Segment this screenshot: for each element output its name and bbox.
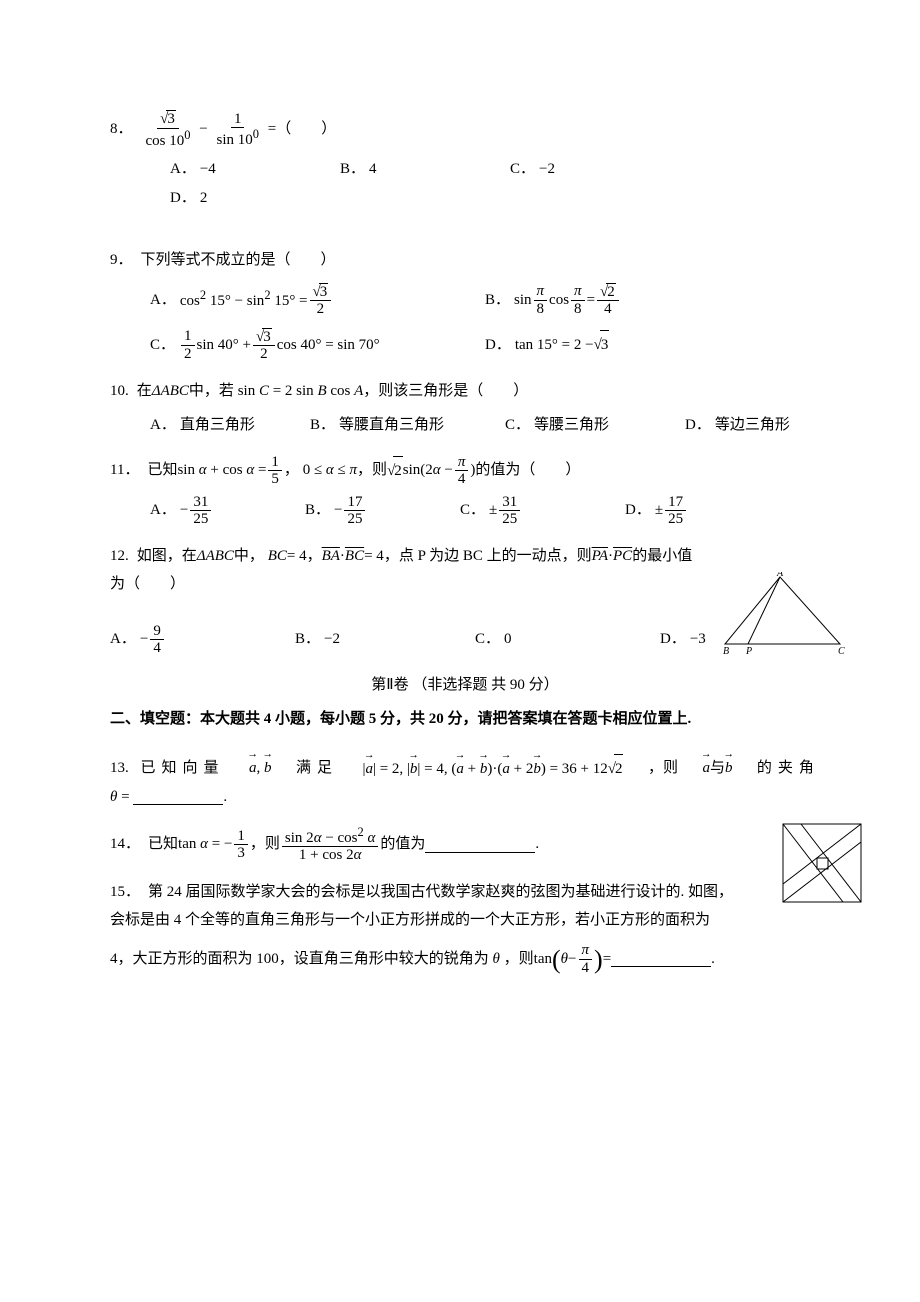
question-9: 9． 下列等式不成立的是（ ） A． cos2 15° − sin2 15° =… (110, 246, 820, 363)
question-8: 8． √3 cos 100 − 1 sin 100 = （ ） A．−4 B．4… (110, 110, 820, 212)
svg-text:A: A (776, 572, 784, 579)
q8-number: 8． (110, 115, 133, 144)
question-14: 14． 已知 tan α = − 13 ，则 sin 2α − cos2 α 1… (110, 826, 820, 864)
q8-opt-d: 2 (200, 184, 208, 213)
q8-paren: （ ） (276, 115, 336, 144)
q12-number: 12. (110, 542, 129, 571)
q8-opt-c: −2 (539, 155, 555, 184)
q10-opt-d: 等边三角形 (715, 411, 790, 440)
q10-opt-b: 等腰直角三角形 (339, 411, 444, 440)
svg-text:C: C (838, 646, 845, 657)
q14-blank[interactable] (425, 837, 535, 853)
q14-number: 14． (110, 830, 140, 859)
q11-options: A．−3125 B．−1725 C．±3125 D．±1725 (110, 494, 820, 528)
q13-blank[interactable] (133, 789, 223, 805)
question-11: 11． 已知 sin α + cos α = 15 ， 0 ≤ α ≤ π ，则… (110, 454, 820, 528)
q12-figure-triangle: A B P C (720, 572, 850, 662)
q9-options: A． cos2 15° − sin2 15° = √32 B． sinπ8 co… (110, 283, 820, 363)
q15-number: 15． (110, 878, 140, 907)
q8-frac1: √3 cos 100 (143, 110, 194, 149)
q13-number: 13. (110, 760, 129, 776)
q8-minus: − (196, 115, 212, 144)
q12-options: A．−94 B．−2 C．0 D．−3 (110, 623, 820, 657)
q8-opt-a: −4 (200, 155, 216, 184)
section-2-heading: 二、填空题：本大题共 4 小题，每小题 5 分，共 20 分，请把答案填在答题卡… (110, 705, 820, 734)
svg-text:P: P (745, 646, 752, 657)
q8-options: A．−4 B．4 C．−2 D．2 (110, 155, 820, 212)
q9-number: 9． (110, 246, 133, 275)
section-2-title: 第Ⅱ卷 （非选择题 共 90 分） (110, 671, 820, 700)
q10-options: A．直角三角形 B．等腰直角三角形 C．等腰三角形 D．等边三角形 (110, 411, 820, 440)
q9-opt-c: C． 12 sin 40° + √32 cos 40° = sin 70° (150, 328, 465, 363)
q8-opt-b: 4 (369, 155, 377, 184)
question-10: 10. 在 ΔABC 中，若 sin C = 2 sin B cos A ，则该… (110, 377, 820, 440)
q15-blank[interactable] (611, 951, 711, 967)
svg-text:B: B (723, 646, 729, 657)
q9-opt-b: B． sinπ8 cosπ8 = √24 (485, 283, 800, 318)
q10-mid: 中，若 (189, 377, 234, 406)
question-12: 12. 如图，在 ΔABC 中， BC = 4 ， BA · BC = 4 ，点… (110, 542, 820, 657)
q9-opt-a: A． cos2 15° − sin2 15° = √32 (150, 283, 465, 318)
q9-opt-d: D． tan 15° = 2 − √3 (485, 328, 800, 363)
q10-post: ，则该三角形是（ ） (363, 377, 528, 406)
q10-number: 10. (110, 377, 129, 406)
q8-frac2: 1 sin 100 (213, 111, 262, 149)
question-15: 15． 第 24 届国际数学家大会的会标是以我国古代数学家赵爽的弦图为基础进行设… (110, 878, 820, 984)
q10-pre: 在 (137, 377, 152, 406)
q11-number: 11． (110, 456, 139, 485)
q10-opt-c: 等腰三角形 (534, 411, 609, 440)
q8-equals: = (264, 115, 276, 144)
q10-opt-a: 直角三角形 (180, 411, 255, 440)
q9-stem: 下列等式不成立的是（ ） (141, 246, 336, 275)
q11-pre: 已知 (147, 456, 177, 485)
question-13: 13. 已知向量 a, b 满足 |a| = 2, |b| = 4, (a + … (110, 754, 820, 812)
